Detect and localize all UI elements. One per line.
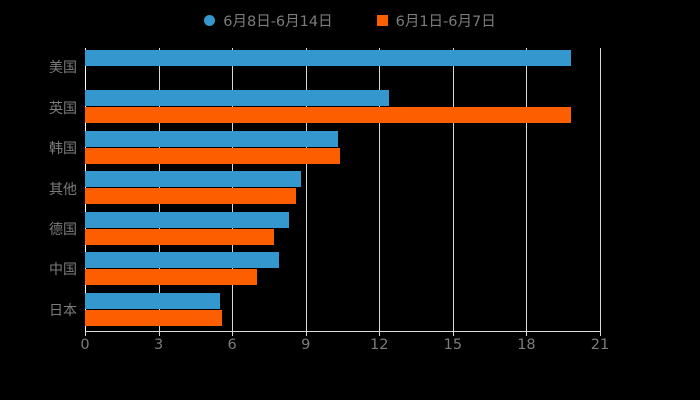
gridline-12	[379, 48, 381, 331]
bar-group	[85, 88, 600, 128]
x-tick-label-9: 9	[301, 337, 311, 353]
legend-label-series-a: 6月8日-6月14日	[223, 13, 333, 30]
bar-series-a[interactable]	[85, 50, 571, 66]
x-tick-6	[232, 331, 234, 336]
y-axis-label-3: 其他	[49, 181, 77, 198]
x-tick-3	[158, 331, 160, 336]
bar-series-b[interactable]	[85, 107, 571, 124]
x-tick-label-3: 3	[153, 337, 164, 353]
gridline-18	[526, 48, 528, 331]
legend-item-series-b[interactable]: 6月1日-6月7日	[376, 10, 496, 31]
bar-series-a[interactable]	[85, 90, 390, 107]
legend-item-series-a[interactable]: 6月8日-6月14日	[204, 10, 333, 31]
y-axis-category-labels: 美国英国韩国其他德国中国日本	[5, 48, 77, 331]
y-axis-label-4: 德国	[49, 221, 77, 238]
y-axis-label-2: 韩国	[49, 141, 77, 158]
bar-group	[85, 291, 600, 331]
gridline-9	[305, 48, 307, 331]
bar-group	[85, 210, 600, 250]
bar-series-b[interactable]	[85, 269, 257, 286]
bar-group	[85, 169, 600, 209]
gridline-15	[452, 48, 454, 331]
x-tick-label-15: 15	[443, 337, 463, 353]
bar-series-b[interactable]	[85, 309, 223, 326]
chart-legend: 6月8日-6月14日 6月1日-6月7日	[0, 7, 700, 33]
bar-series-b[interactable]	[85, 188, 296, 205]
x-tick-9	[305, 331, 307, 336]
bar-series-a[interactable]	[85, 292, 220, 309]
y-axis-label-5: 中国	[49, 262, 77, 279]
x-tick-label-6: 6	[227, 337, 237, 353]
x-tick-label-0: 0	[80, 337, 90, 353]
x-tick-label-21: 21	[590, 337, 610, 353]
x-tick-label-18: 18	[517, 337, 536, 353]
legend-label-series-b: 6月1日-6月7日	[395, 13, 496, 30]
square-marker-icon	[376, 14, 388, 26]
bar-series-b[interactable]	[85, 228, 274, 245]
bar-group	[85, 129, 600, 169]
bar-group	[85, 48, 600, 88]
x-tick-0	[85, 331, 86, 336]
gridline-21	[600, 48, 601, 331]
circle-marker-icon	[204, 14, 216, 26]
bar-series-a[interactable]	[85, 130, 338, 147]
y-axis-label-1: 英国	[49, 100, 77, 117]
plot-area	[85, 48, 601, 331]
x-tick-18	[526, 331, 528, 336]
bar-series-b[interactable]	[85, 147, 341, 164]
y-axis-label-0: 美国	[49, 60, 77, 77]
x-axis-line	[85, 331, 601, 332]
y-axis-label-6: 日本	[49, 302, 77, 319]
bar-series-a[interactable]	[85, 211, 289, 228]
x-tick-label-12: 12	[370, 337, 389, 353]
bar-series-a[interactable]	[85, 171, 301, 188]
bar-series-a[interactable]	[85, 252, 279, 269]
bar-group	[85, 250, 600, 290]
x-tick-12	[379, 331, 381, 336]
x-tick-15	[452, 331, 454, 336]
x-tick-21	[600, 331, 601, 336]
